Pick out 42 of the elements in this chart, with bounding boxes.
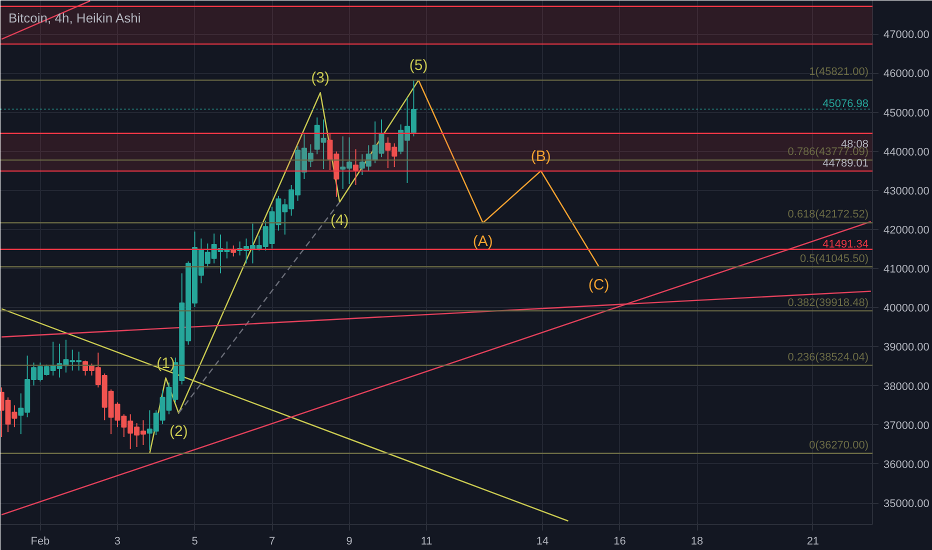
y-tick-label: 41000.00	[884, 264, 930, 276]
y-tick-label: 46000.00	[884, 68, 930, 80]
annotation: (C)	[588, 276, 610, 294]
y-tick-label: 45000.00	[884, 107, 930, 120]
x-tick-label: 3	[114, 536, 121, 548]
ref-line-label: 1(45821.00)	[809, 66, 869, 78]
annotation: (B)	[530, 148, 551, 165]
y-tick-label: 35000.00	[884, 498, 930, 510]
ref-line-label: 45076.98	[822, 98, 869, 110]
ref-line-label: 0.5(41045.50)	[800, 252, 868, 265]
annotation: (4)	[330, 212, 349, 230]
text: Bitcoin, 4h, Heikin Ashi	[8, 10, 141, 26]
x-tick-label: 7	[268, 536, 276, 548]
ref-line-label: 0.618(42172.52)	[788, 208, 868, 221]
ref-line-label: 41491.34	[822, 238, 869, 250]
annotation: (1)	[156, 354, 175, 372]
x-tick-label: 18	[690, 536, 704, 548]
x-tick-label: Feb	[30, 536, 50, 548]
ref-line-label: 0(36270.00)	[809, 439, 869, 452]
x-tick-label: 11	[420, 536, 432, 548]
y-tick-label: 37000.00	[884, 420, 930, 432]
candlestick	[352, 148, 358, 186]
x-tick-label: 5	[192, 536, 198, 548]
y-tick-label: 39000.00	[884, 342, 930, 354]
x-tick-label: 21	[806, 536, 820, 548]
y-tick-label: 44000.00	[884, 146, 930, 158]
y-tick-label: 38000.00	[884, 380, 930, 393]
y-tick-label: 36000.00	[884, 458, 930, 471]
annotation: 44789.01	[822, 158, 869, 170]
annotation: (3)	[311, 70, 330, 87]
x-tick-label: 9	[346, 536, 352, 548]
y-tick-label: 40000.00	[884, 302, 930, 315]
x-tick-label: 16	[614, 536, 626, 548]
y-tick-label: 42000.00	[884, 224, 930, 236]
x-tick-label: 14	[536, 536, 549, 548]
annotation: (A)	[472, 232, 493, 250]
annotation: (5)	[409, 57, 428, 74]
annotation: (2)	[169, 423, 188, 440]
ref-line-label: 0.382(39918.48)	[788, 296, 868, 309]
y-tick-label: 43000.00	[884, 185, 930, 198]
ref-line-label: 0.236(38524.04)	[788, 351, 868, 364]
y-tick-label: 47000.00	[884, 29, 930, 42]
